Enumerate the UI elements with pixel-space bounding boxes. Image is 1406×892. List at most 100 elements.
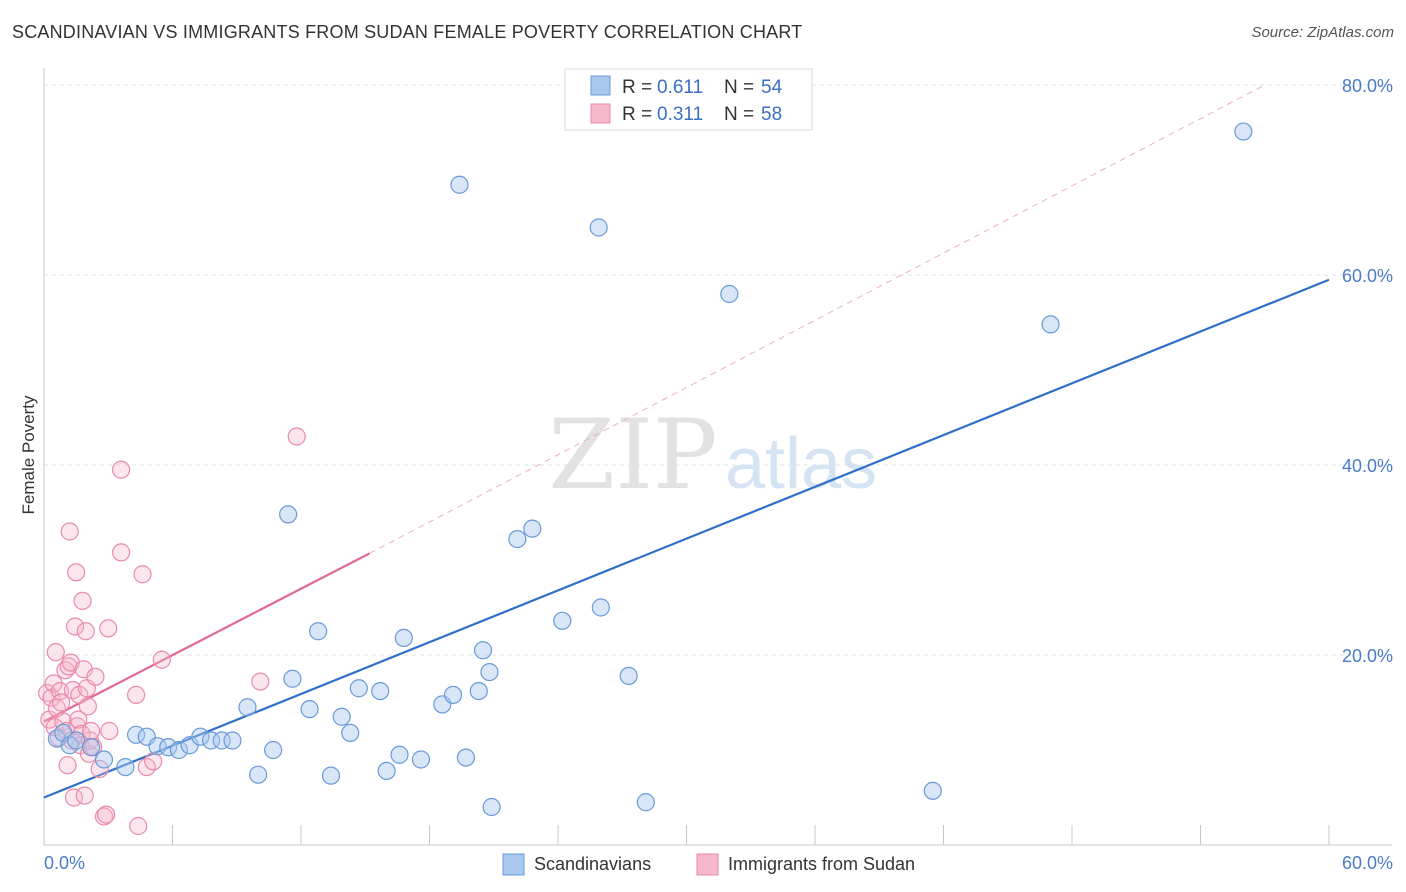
legend-n-value-1: 54 <box>761 77 783 98</box>
x-tick-max: 60.0% <box>1342 853 1393 873</box>
scandinavians-point <box>589 218 608 237</box>
watermark-zip: ZIP <box>548 399 717 511</box>
scandinavians-point <box>411 750 431 769</box>
scandinavians-point <box>456 748 476 767</box>
immigrants-point <box>100 721 119 741</box>
grid-layer <box>44 84 1392 656</box>
immigrants-point <box>133 565 152 584</box>
scandinavians-point <box>212 731 231 750</box>
scandinavians-point <box>923 781 942 800</box>
scandinavians-point <box>443 685 463 705</box>
scandinavians-point <box>82 738 101 757</box>
scandinavians-point <box>523 519 542 538</box>
legend-r-value-2: 0.311 <box>657 104 703 125</box>
scandinavians-point <box>450 175 469 194</box>
y-tick-label: 40.0% <box>1342 456 1393 476</box>
immigrants-point <box>67 563 86 582</box>
scandinavians-point <box>67 731 86 750</box>
y-axis-label: Female Poverty <box>19 395 38 515</box>
immigrants-trend-extension <box>369 84 1265 554</box>
legend-series: Scandinavians Immigrants from Sudan <box>502 853 915 876</box>
chart-title: SCANDINAVIAN VS IMMIGRANTS FROM SUDAN FE… <box>12 22 803 42</box>
immigrants-point <box>73 591 92 610</box>
immigrants-point <box>129 816 148 836</box>
scandinavians-point <box>283 669 302 688</box>
immigrants-point <box>82 721 101 741</box>
immigrants-point <box>111 543 131 562</box>
x-tick-min: 0.0% <box>44 853 85 873</box>
immigrants-points <box>38 427 306 836</box>
scandinavians-point <box>264 740 283 760</box>
legend-bottom-swatch-immigrants <box>696 853 719 876</box>
legend-r-label-1: R = <box>622 77 652 98</box>
watermark: ZIP atlas <box>548 399 877 511</box>
y-tick-labels: 20.0% 40.0% 60.0% 80.0% <box>1342 76 1393 666</box>
legend-n-label-1: N = <box>724 77 754 98</box>
immigrants-point <box>69 710 88 729</box>
scandinavians-point <box>300 700 319 719</box>
scandinavians-point <box>473 641 493 660</box>
legend-bottom-swatch-scandinavians <box>502 853 525 876</box>
scandinavians-point <box>591 598 610 617</box>
immigrants-trend-layer <box>43 84 1265 723</box>
scandinavians-point <box>720 284 739 304</box>
scandinavians-point <box>341 723 360 743</box>
y-tick-label: 80.0% <box>1342 76 1393 96</box>
legend-swatch-immigrants <box>590 103 611 124</box>
scandinavians-point <box>238 698 257 717</box>
scandinavians-point <box>332 707 351 726</box>
immigrants-point <box>75 786 94 805</box>
scandinavians-point <box>169 740 189 760</box>
immigrants-point <box>46 643 65 662</box>
scandinavians-point <box>1041 315 1060 334</box>
scandinavians-point <box>553 611 572 630</box>
scandinavians-point <box>377 761 396 781</box>
immigrants-point <box>99 619 118 638</box>
scandinavians-point <box>394 628 413 648</box>
scandinavians-point <box>94 750 114 769</box>
immigrants-point <box>111 460 131 479</box>
scandinavians-point <box>309 622 328 641</box>
scandinavians-point <box>321 766 341 785</box>
scandinavians-trend-layer <box>43 278 1330 799</box>
legend-bottom-label-immigrants: Immigrants from Sudan <box>728 854 915 874</box>
watermark-atlas: atlas <box>725 424 877 504</box>
immigrants-point <box>152 650 171 669</box>
immigrants-point <box>251 672 270 691</box>
scandinavians-point <box>201 731 221 750</box>
legend-swatch-scandinavians <box>590 75 611 96</box>
immigrants-point <box>144 752 163 771</box>
scandinavians-point <box>619 666 638 686</box>
legend-n-label-2: N = <box>724 104 754 125</box>
scandinavians-point <box>508 529 527 549</box>
legend-r-label-2: R = <box>622 104 652 125</box>
immigrants-trend-line <box>43 552 371 723</box>
immigrants-point <box>58 756 77 775</box>
immigrants-point <box>97 805 116 824</box>
scandinavians-points <box>47 122 1253 817</box>
scandinavians-point <box>249 765 268 784</box>
legend-r-value-1: 0.611 <box>657 77 703 98</box>
axis-layer <box>43 68 1392 846</box>
immigrants-point <box>57 721 76 741</box>
scandinavians-point <box>1234 122 1253 141</box>
immigrants-point <box>287 427 306 446</box>
immigrants-point <box>52 693 71 712</box>
immigrants-point <box>90 759 109 779</box>
scandinavians-point <box>371 681 390 701</box>
scandinavians-point <box>279 505 298 524</box>
chart-source: Source: ZipAtlas.com <box>1251 24 1394 41</box>
scandinavians-point <box>159 738 178 757</box>
scandinavians-point <box>116 757 135 777</box>
legend-stats: R = 0.611 N = 54 R = 0.311 N = 58 <box>564 68 813 131</box>
immigrants-point <box>78 697 98 716</box>
scandinavians-point <box>469 681 488 701</box>
immigrants-point <box>44 674 63 693</box>
immigrants-point <box>60 522 79 541</box>
scandinavians-point <box>223 731 242 750</box>
scandinavians-point <box>636 793 655 812</box>
legend-bottom-label-scandinavians: Scandinavians <box>534 854 651 874</box>
legend-n-value-2: 58 <box>761 104 782 125</box>
immigrants-point <box>76 622 95 641</box>
